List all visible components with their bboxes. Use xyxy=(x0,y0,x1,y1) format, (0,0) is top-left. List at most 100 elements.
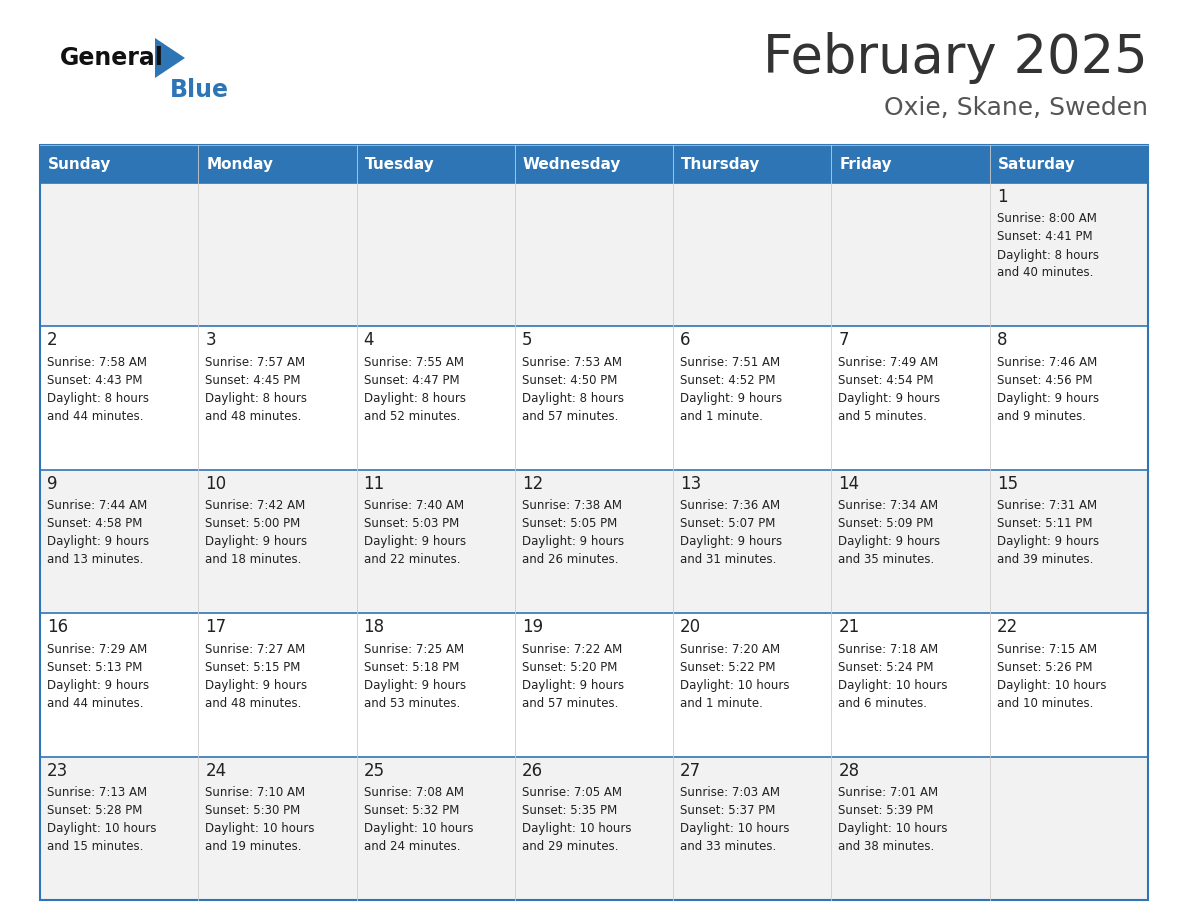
Text: Daylight: 9 hours: Daylight: 9 hours xyxy=(364,535,466,548)
Text: Daylight: 8 hours: Daylight: 8 hours xyxy=(48,392,148,405)
Text: Daylight: 9 hours: Daylight: 9 hours xyxy=(839,535,941,548)
Text: and 48 minutes.: and 48 minutes. xyxy=(206,697,302,710)
Text: Sunrise: 7:13 AM: Sunrise: 7:13 AM xyxy=(48,786,147,799)
Text: and 38 minutes.: and 38 minutes. xyxy=(839,840,935,853)
Text: and 9 minutes.: and 9 minutes. xyxy=(997,410,1086,423)
Text: Daylight: 10 hours: Daylight: 10 hours xyxy=(681,678,790,691)
Text: Sunrise: 7:01 AM: Sunrise: 7:01 AM xyxy=(839,786,939,799)
Text: 4: 4 xyxy=(364,331,374,350)
Text: 20: 20 xyxy=(681,618,701,636)
Bar xyxy=(40,145,1148,900)
Text: Daylight: 8 hours: Daylight: 8 hours xyxy=(522,392,624,405)
Bar xyxy=(40,613,1148,756)
Text: and 5 minutes.: and 5 minutes. xyxy=(839,410,928,423)
Text: Sunrise: 7:05 AM: Sunrise: 7:05 AM xyxy=(522,786,621,799)
Text: and 57 minutes.: and 57 minutes. xyxy=(522,410,618,423)
Text: and 33 minutes.: and 33 minutes. xyxy=(681,840,777,853)
Text: Sunrise: 7:10 AM: Sunrise: 7:10 AM xyxy=(206,786,305,799)
Text: Daylight: 9 hours: Daylight: 9 hours xyxy=(48,678,150,691)
Text: and 35 minutes.: and 35 minutes. xyxy=(839,554,935,566)
Text: Sunrise: 7:57 AM: Sunrise: 7:57 AM xyxy=(206,356,305,369)
Polygon shape xyxy=(154,38,185,78)
Text: Sunset: 5:03 PM: Sunset: 5:03 PM xyxy=(364,518,459,531)
Text: Sunset: 4:52 PM: Sunset: 4:52 PM xyxy=(681,374,776,386)
Text: Daylight: 9 hours: Daylight: 9 hours xyxy=(522,678,624,691)
Text: Daylight: 9 hours: Daylight: 9 hours xyxy=(681,392,782,405)
Text: Sunrise: 7:22 AM: Sunrise: 7:22 AM xyxy=(522,643,623,655)
Text: and 53 minutes.: and 53 minutes. xyxy=(364,697,460,710)
Text: Wednesday: Wednesday xyxy=(523,156,621,172)
Text: February 2025: February 2025 xyxy=(763,32,1148,84)
Text: Daylight: 10 hours: Daylight: 10 hours xyxy=(997,678,1106,691)
Text: Sunrise: 7:51 AM: Sunrise: 7:51 AM xyxy=(681,356,781,369)
Text: Sunset: 5:20 PM: Sunset: 5:20 PM xyxy=(522,661,618,674)
Text: Sunrise: 7:34 AM: Sunrise: 7:34 AM xyxy=(839,499,939,512)
Text: Sunrise: 7:49 AM: Sunrise: 7:49 AM xyxy=(839,356,939,369)
Text: Sunset: 5:05 PM: Sunset: 5:05 PM xyxy=(522,518,617,531)
Text: 2: 2 xyxy=(48,331,58,350)
Text: 8: 8 xyxy=(997,331,1007,350)
Text: Sunset: 5:11 PM: Sunset: 5:11 PM xyxy=(997,518,1092,531)
Text: Sunrise: 7:38 AM: Sunrise: 7:38 AM xyxy=(522,499,621,512)
Text: Daylight: 9 hours: Daylight: 9 hours xyxy=(48,535,150,548)
Text: Daylight: 9 hours: Daylight: 9 hours xyxy=(206,678,308,691)
Text: Daylight: 10 hours: Daylight: 10 hours xyxy=(839,678,948,691)
Text: Sunrise: 8:00 AM: Sunrise: 8:00 AM xyxy=(997,212,1097,226)
Text: Sunset: 5:22 PM: Sunset: 5:22 PM xyxy=(681,661,776,674)
Text: Daylight: 10 hours: Daylight: 10 hours xyxy=(839,823,948,835)
Text: and 18 minutes.: and 18 minutes. xyxy=(206,554,302,566)
Text: and 15 minutes.: and 15 minutes. xyxy=(48,840,144,853)
Text: Daylight: 9 hours: Daylight: 9 hours xyxy=(522,535,624,548)
Text: Sunset: 5:13 PM: Sunset: 5:13 PM xyxy=(48,661,143,674)
Text: Daylight: 9 hours: Daylight: 9 hours xyxy=(997,535,1099,548)
Text: 6: 6 xyxy=(681,331,690,350)
Text: 7: 7 xyxy=(839,331,849,350)
Text: Daylight: 10 hours: Daylight: 10 hours xyxy=(522,823,631,835)
Text: 1: 1 xyxy=(997,188,1007,206)
Text: Saturday: Saturday xyxy=(998,156,1075,172)
Bar xyxy=(40,756,1148,900)
Text: Sunset: 5:15 PM: Sunset: 5:15 PM xyxy=(206,661,301,674)
Text: and 44 minutes.: and 44 minutes. xyxy=(48,410,144,423)
Text: Sunrise: 7:40 AM: Sunrise: 7:40 AM xyxy=(364,499,463,512)
Text: 12: 12 xyxy=(522,475,543,493)
Text: and 22 minutes.: and 22 minutes. xyxy=(364,554,460,566)
Text: Oxie, Skane, Sweden: Oxie, Skane, Sweden xyxy=(884,96,1148,120)
Text: Sunrise: 7:29 AM: Sunrise: 7:29 AM xyxy=(48,643,147,655)
Text: and 39 minutes.: and 39 minutes. xyxy=(997,554,1093,566)
Text: and 13 minutes.: and 13 minutes. xyxy=(48,554,144,566)
Text: 3: 3 xyxy=(206,331,216,350)
Text: and 29 minutes.: and 29 minutes. xyxy=(522,840,619,853)
Text: and 26 minutes.: and 26 minutes. xyxy=(522,554,619,566)
Text: Daylight: 9 hours: Daylight: 9 hours xyxy=(364,678,466,691)
Text: Daylight: 9 hours: Daylight: 9 hours xyxy=(206,535,308,548)
Text: and 24 minutes.: and 24 minutes. xyxy=(364,840,460,853)
Text: and 52 minutes.: and 52 minutes. xyxy=(364,410,460,423)
Text: Daylight: 8 hours: Daylight: 8 hours xyxy=(997,249,1099,262)
Text: Sunset: 4:41 PM: Sunset: 4:41 PM xyxy=(997,230,1092,243)
Text: Sunset: 4:50 PM: Sunset: 4:50 PM xyxy=(522,374,618,386)
Text: 26: 26 xyxy=(522,762,543,779)
Text: and 6 minutes.: and 6 minutes. xyxy=(839,697,928,710)
Text: Daylight: 9 hours: Daylight: 9 hours xyxy=(681,535,782,548)
Text: General: General xyxy=(61,46,164,70)
Text: Sunset: 5:26 PM: Sunset: 5:26 PM xyxy=(997,661,1092,674)
Text: Daylight: 8 hours: Daylight: 8 hours xyxy=(364,392,466,405)
Text: and 31 minutes.: and 31 minutes. xyxy=(681,554,777,566)
Text: and 57 minutes.: and 57 minutes. xyxy=(522,697,618,710)
Text: 16: 16 xyxy=(48,618,68,636)
Text: 14: 14 xyxy=(839,475,860,493)
Text: and 1 minute.: and 1 minute. xyxy=(681,410,763,423)
Text: 21: 21 xyxy=(839,618,860,636)
Bar xyxy=(40,470,1148,613)
Text: 18: 18 xyxy=(364,618,385,636)
Text: Sunset: 4:43 PM: Sunset: 4:43 PM xyxy=(48,374,143,386)
Text: Sunset: 5:35 PM: Sunset: 5:35 PM xyxy=(522,804,617,817)
Text: Sunrise: 7:08 AM: Sunrise: 7:08 AM xyxy=(364,786,463,799)
Text: 24: 24 xyxy=(206,762,227,779)
Text: 23: 23 xyxy=(48,762,68,779)
Text: Sunrise: 7:31 AM: Sunrise: 7:31 AM xyxy=(997,499,1097,512)
Text: Sunset: 4:58 PM: Sunset: 4:58 PM xyxy=(48,518,143,531)
Text: Daylight: 10 hours: Daylight: 10 hours xyxy=(681,823,790,835)
Text: Tuesday: Tuesday xyxy=(365,156,435,172)
